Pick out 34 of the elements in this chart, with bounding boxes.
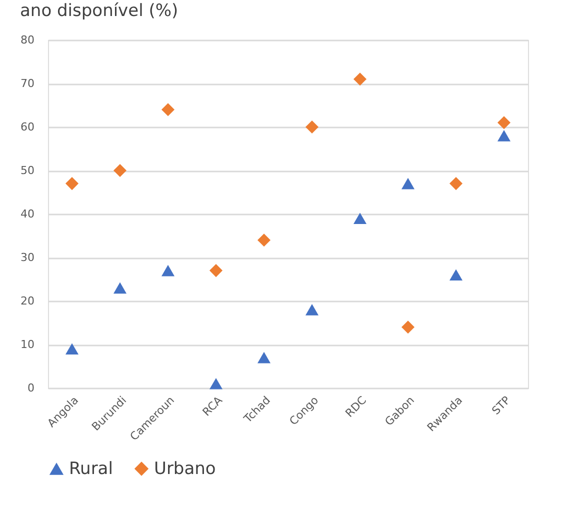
y-tick-label: 20 — [20, 294, 34, 308]
chart-title: ano disponível (%) — [20, 1, 178, 21]
point — [161, 103, 175, 116]
legend-label: Urbano — [154, 458, 216, 479]
point — [65, 343, 79, 354]
point — [353, 212, 367, 224]
point — [353, 72, 367, 86]
point — [497, 130, 511, 142]
point — [161, 264, 175, 276]
point — [305, 304, 319, 316]
point — [401, 320, 415, 334]
y-tick-label: 60 — [20, 120, 34, 134]
point — [401, 178, 415, 190]
point — [113, 164, 127, 178]
point — [449, 269, 463, 281]
point — [209, 378, 223, 390]
point — [257, 234, 271, 247]
x-tick-label: RCA — [200, 393, 226, 419]
y-tick-label: 30 — [20, 251, 34, 264]
y-tick-label: 80 — [20, 34, 34, 46]
y-tick-label: 70 — [20, 77, 34, 90]
y-tick-label: 50 — [20, 164, 34, 177]
y-tick-label: 40 — [20, 208, 34, 220]
point — [113, 282, 127, 294]
point — [257, 352, 271, 364]
legend-label: Rural — [69, 458, 113, 479]
point — [449, 177, 463, 190]
y-tick-label: 10 — [20, 338, 34, 351]
y-tick-label: 0 — [28, 382, 34, 394]
point — [497, 116, 511, 130]
x-tick-label: STP — [489, 394, 514, 418]
point — [305, 120, 319, 134]
point — [65, 177, 79, 190]
point — [209, 264, 223, 278]
